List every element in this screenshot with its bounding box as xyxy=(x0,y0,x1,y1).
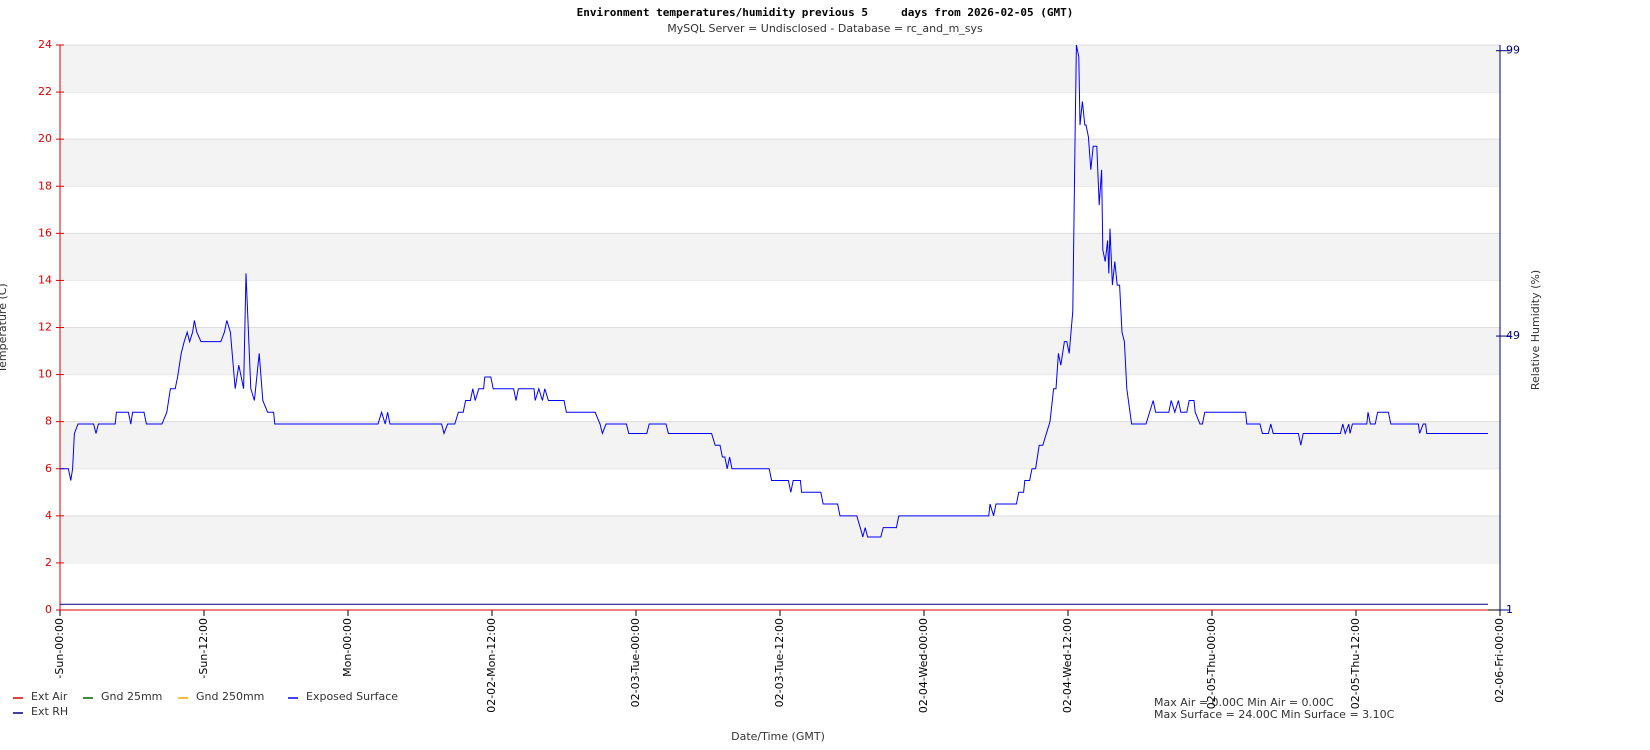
x-tick-label: 02-05-Thu-12:00 xyxy=(1349,618,1362,709)
legend-label: Gnd 250mm xyxy=(196,690,264,703)
y2-tick-label: 99 xyxy=(1506,44,1520,57)
y-tick-label: 24 xyxy=(38,38,52,51)
x-tick-label: -Sun-00:00 xyxy=(53,618,66,679)
x-tick-label: 02-02-Mon-12:00 xyxy=(485,618,498,713)
y-tick-label: 20 xyxy=(38,132,52,145)
x-tick-label: -Sun-12:00 xyxy=(197,618,210,679)
y2-tick-label: 49 xyxy=(1506,329,1520,342)
y-axis-label: Temperature (C) xyxy=(0,283,9,373)
chart-subtitle: MySQL Server = Undisclosed - Database = … xyxy=(667,22,983,35)
x-tick-label: 02-05-Thu-00:00 xyxy=(1205,618,1218,709)
y-tick-label: 10 xyxy=(38,368,52,381)
y-tick-label: 8 xyxy=(45,415,52,428)
y-tick-label: 22 xyxy=(38,85,52,98)
grid-band xyxy=(60,45,1500,93)
y-tick-label: 12 xyxy=(38,321,52,334)
y-tick-label: 18 xyxy=(38,179,52,192)
legend-label: Ext Air xyxy=(31,690,68,703)
grid-band xyxy=(60,233,1500,281)
series-line xyxy=(60,44,1488,538)
grid-band xyxy=(60,515,1500,563)
y-tick-label: 6 xyxy=(45,462,52,475)
y-tick-label: 0 xyxy=(45,603,52,616)
y-tick-label: 14 xyxy=(38,273,52,286)
x-axis-label: Date/Time (GMT) xyxy=(731,730,825,743)
legend-label: Ext RH xyxy=(31,705,68,718)
x-tick-label: Mon-00:00 xyxy=(341,618,354,677)
x-tick-label: 02-04-Wed-00:00 xyxy=(917,618,930,713)
x-tick-label: 02-03-Tue-00:00 xyxy=(629,618,642,707)
y-tick-label: 16 xyxy=(38,226,52,239)
legend-label: Exposed Surface xyxy=(306,690,398,703)
grid-band xyxy=(60,421,1500,469)
x-tick-label: 02-04-Wed-12:00 xyxy=(1061,618,1074,713)
y2-tick-label: 1 xyxy=(1506,603,1513,616)
chart-title: Environment temperatures/humidity previo… xyxy=(577,6,1074,19)
grid-band xyxy=(60,139,1500,187)
y-tick-label: 2 xyxy=(45,556,52,569)
grid-band xyxy=(60,327,1500,375)
annotation: Max Surface = 24.00C Min Surface = 3.10C xyxy=(1154,708,1395,721)
legend-label: Gnd 25mm xyxy=(101,690,162,703)
y2-axis-label: Relative Humidity (%) xyxy=(1529,270,1542,390)
x-tick-label: 02-03-Tue-12:00 xyxy=(773,618,786,707)
x-tick-label: 02-06-Fri-00:00 xyxy=(1493,618,1506,703)
annotation: Max Air = 0.00C Min Air = 0.00C xyxy=(1154,696,1334,709)
y-tick-label: 4 xyxy=(45,509,52,522)
